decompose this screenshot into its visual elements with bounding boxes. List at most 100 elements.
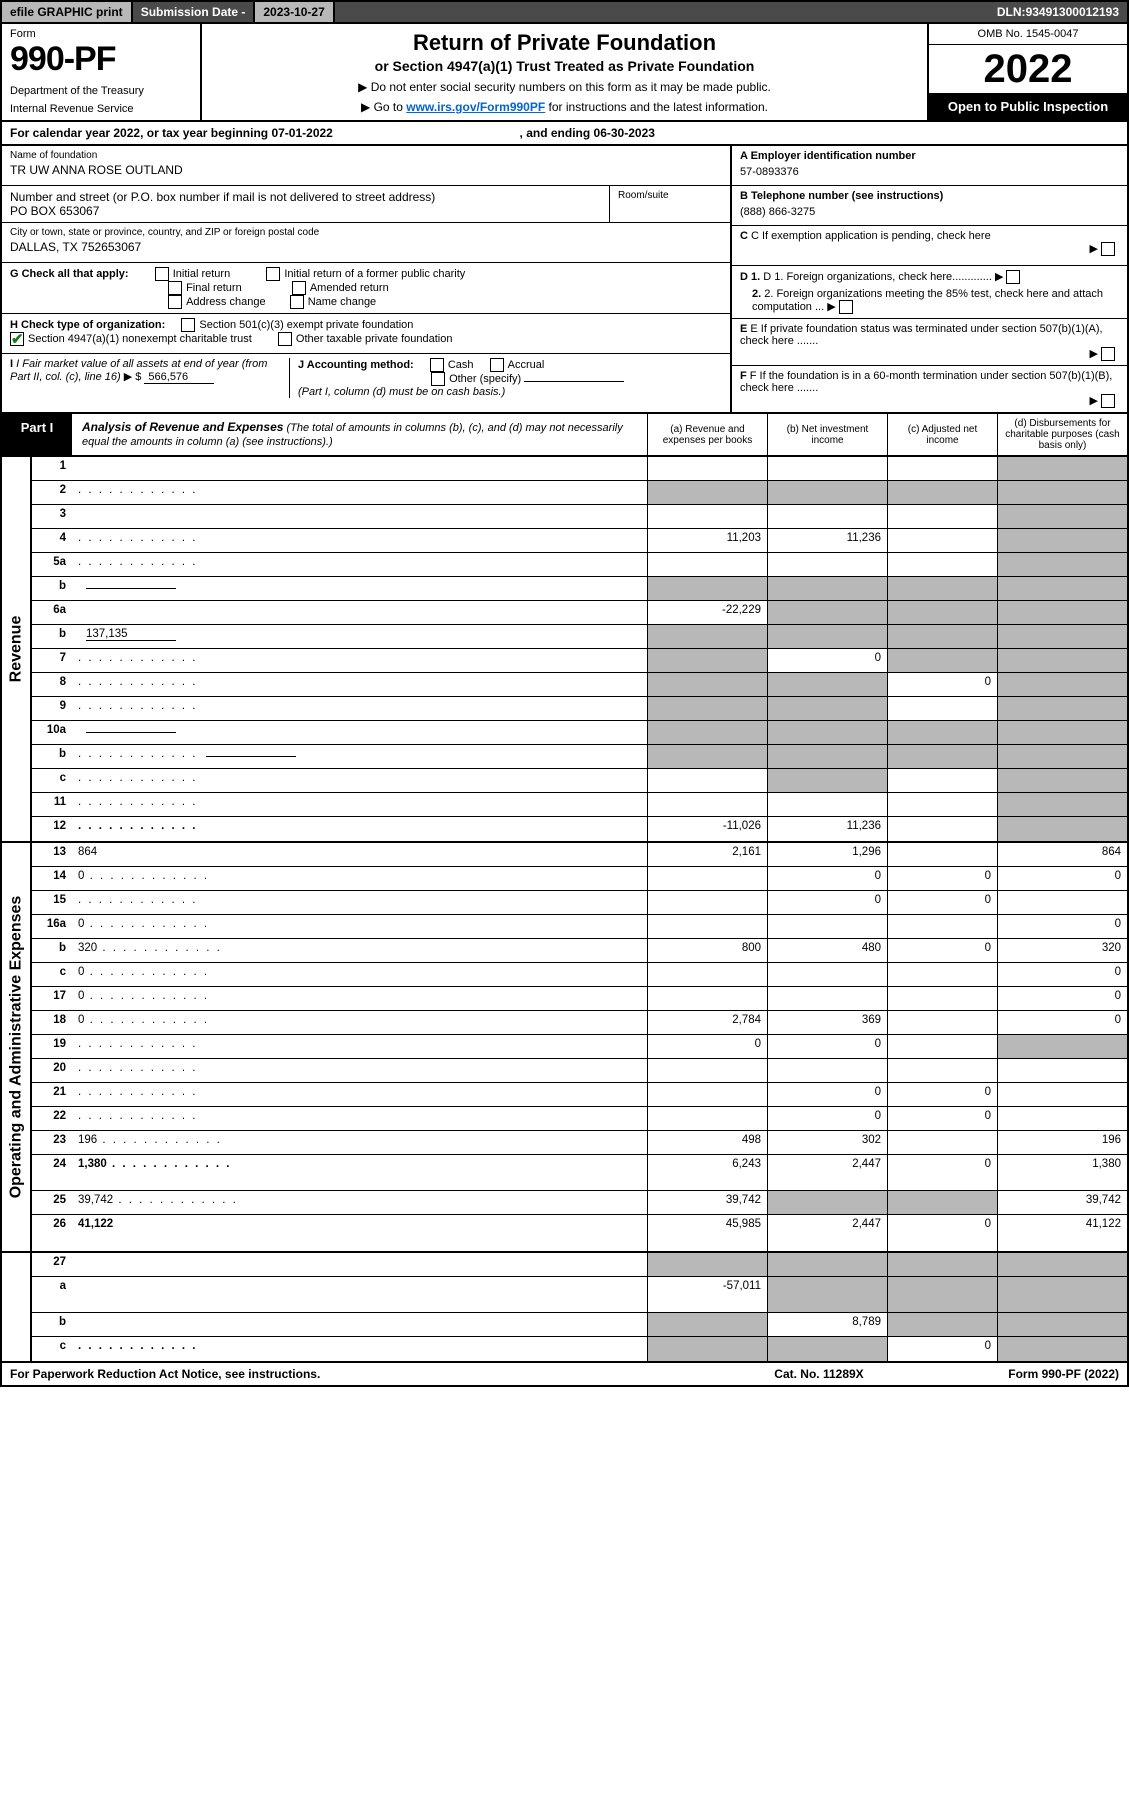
cell-a bbox=[647, 963, 767, 986]
cell-d bbox=[997, 697, 1127, 720]
instr-line-2: ▶ Go to www.irs.gov/Form990PF for instru… bbox=[214, 100, 915, 114]
line-num: 15 bbox=[32, 891, 72, 914]
cell-c: 0 bbox=[887, 939, 997, 962]
line-desc: 0 bbox=[72, 867, 647, 890]
footer-right: Form 990-PF (2022) bbox=[919, 1367, 1119, 1381]
ein-block: A Employer identification number 57-0893… bbox=[732, 146, 1127, 186]
e-checkbox[interactable] bbox=[1101, 347, 1115, 361]
cell-c: 0 bbox=[887, 1215, 997, 1251]
efile-label: efile GRAPHIC print bbox=[2, 2, 133, 22]
cash-checkbox[interactable] bbox=[430, 358, 444, 372]
cell-d bbox=[997, 601, 1127, 624]
line-b: b bbox=[32, 577, 1127, 601]
line-num: 17 bbox=[32, 987, 72, 1010]
line-num: b bbox=[32, 745, 72, 768]
accrual-label: Accrual bbox=[508, 359, 545, 371]
line-desc bbox=[72, 577, 647, 600]
omb-number: OMB No. 1545-0047 bbox=[929, 24, 1127, 45]
cell-d bbox=[997, 769, 1127, 792]
f-checkbox[interactable] bbox=[1101, 394, 1115, 408]
accrual-checkbox[interactable] bbox=[490, 358, 504, 372]
cell-b: 302 bbox=[767, 1131, 887, 1154]
cell-c bbox=[887, 843, 997, 866]
other-method-checkbox[interactable] bbox=[431, 372, 445, 386]
d2-checkbox[interactable] bbox=[839, 300, 853, 314]
d2-label: 2. Foreign organizations meeting the 85%… bbox=[752, 288, 1103, 313]
opex-table: Operating and Administrative Expenses 13… bbox=[0, 843, 1129, 1253]
cell-b bbox=[767, 697, 887, 720]
calendar-year-row: For calendar year 2022, or tax year begi… bbox=[0, 122, 1129, 146]
part1-title: Analysis of Revenue and Expenses bbox=[82, 420, 283, 434]
i-arrow: ▶ $ bbox=[124, 371, 142, 383]
amended-checkbox[interactable] bbox=[292, 281, 306, 295]
cell-b: 0 bbox=[767, 891, 887, 914]
line-14: 140000 bbox=[32, 867, 1127, 891]
line-15: 1500 bbox=[32, 891, 1127, 915]
other-tax-checkbox[interactable] bbox=[278, 332, 292, 346]
irs-link[interactable]: www.irs.gov/Form990PF bbox=[406, 100, 545, 114]
name-change-label: Name change bbox=[308, 296, 377, 308]
form-title: Return of Private Foundation bbox=[214, 30, 915, 56]
cal-end: 06-30-2023 bbox=[594, 126, 655, 140]
dept-irs: Internal Revenue Service bbox=[10, 103, 192, 115]
e-block: E E If private foundation status was ter… bbox=[732, 319, 1127, 366]
cell-a: 6,243 bbox=[647, 1155, 767, 1190]
final-return-checkbox[interactable] bbox=[168, 281, 182, 295]
col-d-head: (d) Disbursements for charitable purpose… bbox=[997, 414, 1127, 455]
line-desc bbox=[72, 1035, 647, 1058]
cell-d bbox=[997, 721, 1127, 744]
cell-a: 498 bbox=[647, 1131, 767, 1154]
other-tax-label: Other taxable private foundation bbox=[296, 333, 453, 345]
s4947-checkbox[interactable] bbox=[10, 332, 24, 346]
info-right: A Employer identification number 57-0893… bbox=[732, 146, 1127, 412]
cell-c bbox=[887, 577, 997, 600]
cell-d bbox=[997, 553, 1127, 576]
footer-mid: Cat. No. 11289X bbox=[719, 1367, 919, 1381]
addr-change-checkbox[interactable] bbox=[168, 295, 182, 309]
d1-checkbox[interactable] bbox=[1006, 270, 1020, 284]
f-label: F If the foundation is in a 60-month ter… bbox=[740, 370, 1112, 394]
line-num: a bbox=[32, 1277, 72, 1312]
revenue-side-label: Revenue bbox=[2, 457, 32, 841]
cell-c: 0 bbox=[887, 673, 997, 696]
opex-side-label: Operating and Administrative Expenses bbox=[2, 843, 32, 1251]
col-a-head: (a) Revenue and expenses per books bbox=[647, 414, 767, 455]
cell-a: -22,229 bbox=[647, 601, 767, 624]
cell-b bbox=[767, 673, 887, 696]
city-label: City or town, state or province, country… bbox=[10, 227, 722, 238]
line-desc bbox=[72, 601, 647, 624]
cell-b bbox=[767, 769, 887, 792]
cell-c: 0 bbox=[887, 891, 997, 914]
cell-a bbox=[647, 1253, 767, 1276]
line-desc: 0 bbox=[72, 1011, 647, 1034]
cell-b: 480 bbox=[767, 939, 887, 962]
cell-c bbox=[887, 1011, 997, 1034]
instr2-pre: ▶ Go to bbox=[361, 100, 406, 114]
initial-return-checkbox[interactable] bbox=[155, 267, 169, 281]
line-desc bbox=[72, 817, 647, 841]
initial-former-checkbox[interactable] bbox=[266, 267, 280, 281]
column-heads: (a) Revenue and expenses per books (b) N… bbox=[647, 414, 1127, 455]
submission-date-value: 2023-10-27 bbox=[255, 2, 334, 22]
name-change-checkbox[interactable] bbox=[290, 295, 304, 309]
cell-b bbox=[767, 505, 887, 528]
phone-value: (888) 866-3275 bbox=[740, 206, 1119, 218]
line-16a: 16a00 bbox=[32, 915, 1127, 939]
j-block: J Accounting method: Cash Accrual Other … bbox=[290, 358, 722, 398]
line-22: 2200 bbox=[32, 1107, 1127, 1131]
cell-c bbox=[887, 745, 997, 768]
line-23: 23196498302196 bbox=[32, 1131, 1127, 1155]
c3-checkbox[interactable] bbox=[181, 318, 195, 332]
j-note: (Part I, column (d) must be on cash basi… bbox=[298, 386, 505, 398]
c-checkbox[interactable] bbox=[1101, 242, 1115, 256]
top-bar: efile GRAPHIC print Submission Date - 20… bbox=[0, 0, 1129, 24]
cell-a bbox=[647, 1083, 767, 1106]
line-num: 10a bbox=[32, 721, 72, 744]
cell-b bbox=[767, 915, 887, 938]
cell-c bbox=[887, 457, 997, 480]
cell-c: 0 bbox=[887, 867, 997, 890]
instr-line-1: ▶ Do not enter social security numbers o… bbox=[214, 80, 915, 94]
cell-a bbox=[647, 1059, 767, 1082]
line-num: 20 bbox=[32, 1059, 72, 1082]
line-b: b3208004800320 bbox=[32, 939, 1127, 963]
